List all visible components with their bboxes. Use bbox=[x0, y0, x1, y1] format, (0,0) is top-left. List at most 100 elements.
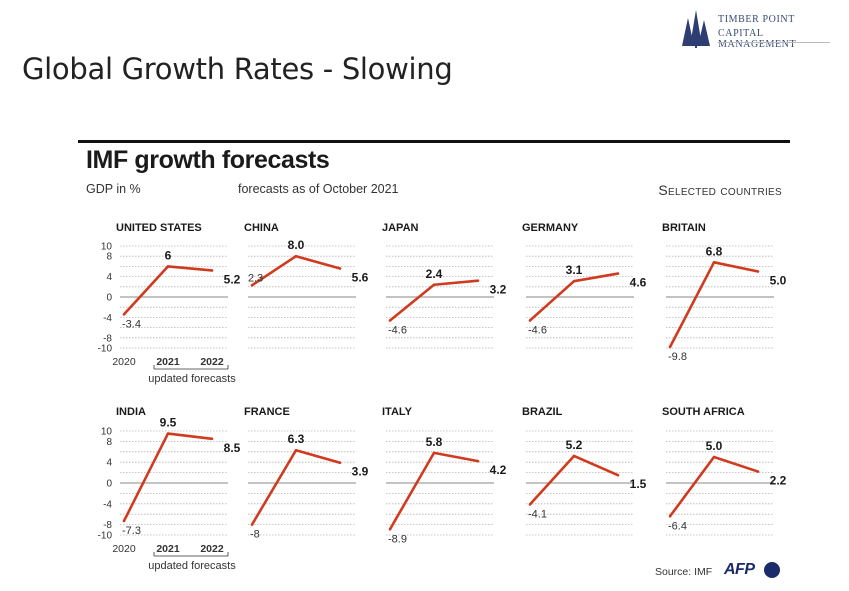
x-tick-label: 2020 bbox=[112, 356, 136, 368]
data-point bbox=[712, 261, 716, 264]
afp-logo-text: AFP bbox=[724, 561, 755, 578]
data-label: 2.4 bbox=[426, 267, 443, 281]
data-label: 9.5 bbox=[160, 416, 177, 430]
series-line bbox=[529, 454, 619, 506]
data-point bbox=[210, 437, 214, 441]
data-label: 5.2 bbox=[224, 272, 241, 286]
data-label: 6.3 bbox=[288, 432, 305, 446]
data-point bbox=[432, 451, 436, 455]
country-chart bbox=[526, 430, 634, 536]
country-chart bbox=[386, 245, 494, 349]
data-label: -4.1 bbox=[528, 508, 547, 520]
data-label: 4.2 bbox=[490, 463, 507, 477]
data-label: 8.0 bbox=[288, 238, 305, 252]
data-label: -9.8 bbox=[668, 351, 687, 363]
logo-line-2: CAPITAL MANAGEMENT bbox=[718, 28, 797, 50]
logo-line-1: TIMBER POINT bbox=[718, 14, 795, 25]
graphic-title: IMF growth forecasts bbox=[86, 146, 330, 174]
data-label: 5.8 bbox=[426, 435, 443, 449]
data-label: 5.0 bbox=[706, 439, 723, 453]
data-point bbox=[210, 269, 214, 272]
data-label: 4.6 bbox=[630, 276, 647, 290]
y-tick-label: 0 bbox=[106, 479, 112, 490]
country-title: CHINA bbox=[244, 222, 279, 234]
y-tick-label: 0 bbox=[106, 293, 112, 304]
country-title: UNITED STATES bbox=[116, 222, 202, 234]
data-point bbox=[250, 523, 254, 526]
country-title: FRANCE bbox=[244, 406, 290, 418]
top-rule bbox=[78, 140, 790, 143]
data-label: -8 bbox=[250, 529, 260, 541]
country-chart bbox=[120, 430, 228, 536]
data-label: 6 bbox=[165, 248, 172, 262]
data-label: -4.6 bbox=[388, 324, 407, 336]
data-label: 5.0 bbox=[770, 274, 787, 288]
data-point bbox=[668, 514, 672, 518]
data-label: 6.8 bbox=[706, 244, 723, 258]
country-title: SOUTH AFRICA bbox=[662, 406, 745, 418]
data-point bbox=[338, 267, 342, 270]
y-tick-label: 8 bbox=[106, 437, 112, 448]
as-of-label: forecasts as of October 2021 bbox=[238, 182, 399, 196]
data-point bbox=[432, 283, 436, 287]
data-label: 8.5 bbox=[224, 441, 241, 455]
series-line bbox=[251, 254, 341, 287]
data-label: 3.9 bbox=[352, 465, 369, 479]
data-point bbox=[756, 270, 760, 273]
data-point bbox=[476, 459, 480, 463]
series-line bbox=[668, 261, 759, 348]
data-label: 5.2 bbox=[566, 438, 583, 452]
y-tick-label: -4 bbox=[103, 313, 112, 324]
country-chart bbox=[386, 430, 494, 536]
data-point bbox=[528, 319, 532, 322]
country-chart bbox=[248, 430, 356, 536]
afp-dot-icon bbox=[764, 562, 780, 578]
data-point bbox=[528, 503, 532, 506]
data-point bbox=[668, 345, 672, 349]
series-line bbox=[250, 448, 341, 526]
y-tick-label: 4 bbox=[106, 458, 112, 469]
data-point bbox=[122, 519, 126, 523]
data-point bbox=[616, 473, 620, 477]
country-title: JAPAN bbox=[382, 222, 419, 234]
data-point bbox=[166, 432, 170, 435]
data-point bbox=[756, 470, 760, 473]
country-chart bbox=[666, 430, 774, 536]
logo-rule bbox=[718, 42, 830, 43]
company-logo: TIMBER POINT CAPITAL MANAGEMENT bbox=[674, 8, 834, 50]
country-title: BRITAIN bbox=[662, 222, 706, 234]
data-label: 3.2 bbox=[490, 283, 507, 297]
y-tick-label: 4 bbox=[106, 272, 112, 283]
source-note: Source: IMF bbox=[655, 566, 713, 578]
data-label: 5.6 bbox=[352, 270, 369, 284]
data-point bbox=[476, 279, 480, 282]
data-point bbox=[388, 527, 392, 531]
country-chart bbox=[526, 245, 634, 349]
data-point bbox=[250, 283, 254, 287]
country-title: INDIA bbox=[116, 406, 146, 418]
y-tick-label: -10 bbox=[98, 344, 113, 355]
y-tick-label: -4 bbox=[103, 499, 112, 510]
data-label: 1.5 bbox=[630, 477, 647, 491]
country-chart bbox=[120, 245, 228, 349]
data-point bbox=[338, 461, 342, 465]
data-point bbox=[294, 448, 298, 452]
country-title: BRAZIL bbox=[522, 406, 563, 418]
series-line bbox=[668, 455, 759, 518]
pine-trees-icon bbox=[682, 10, 710, 48]
data-label: -4.6 bbox=[528, 324, 547, 336]
country-title: GERMANY bbox=[522, 222, 579, 234]
data-label: 3.1 bbox=[566, 263, 583, 277]
series-line bbox=[122, 432, 213, 522]
y-tick-label: -8 bbox=[103, 333, 112, 344]
y-tick-label: 10 bbox=[101, 427, 113, 438]
x-tick-label: 2022 bbox=[200, 543, 224, 555]
unit-label: GDP in % bbox=[86, 182, 141, 196]
series-line bbox=[388, 451, 479, 530]
updated-forecasts-label: updated forecasts bbox=[148, 560, 236, 572]
data-label: -6.4 bbox=[668, 520, 687, 532]
data-label: -7.3 bbox=[122, 525, 141, 537]
y-tick-label: 8 bbox=[106, 252, 112, 263]
data-label: -3.4 bbox=[122, 318, 141, 330]
data-point bbox=[122, 313, 126, 316]
